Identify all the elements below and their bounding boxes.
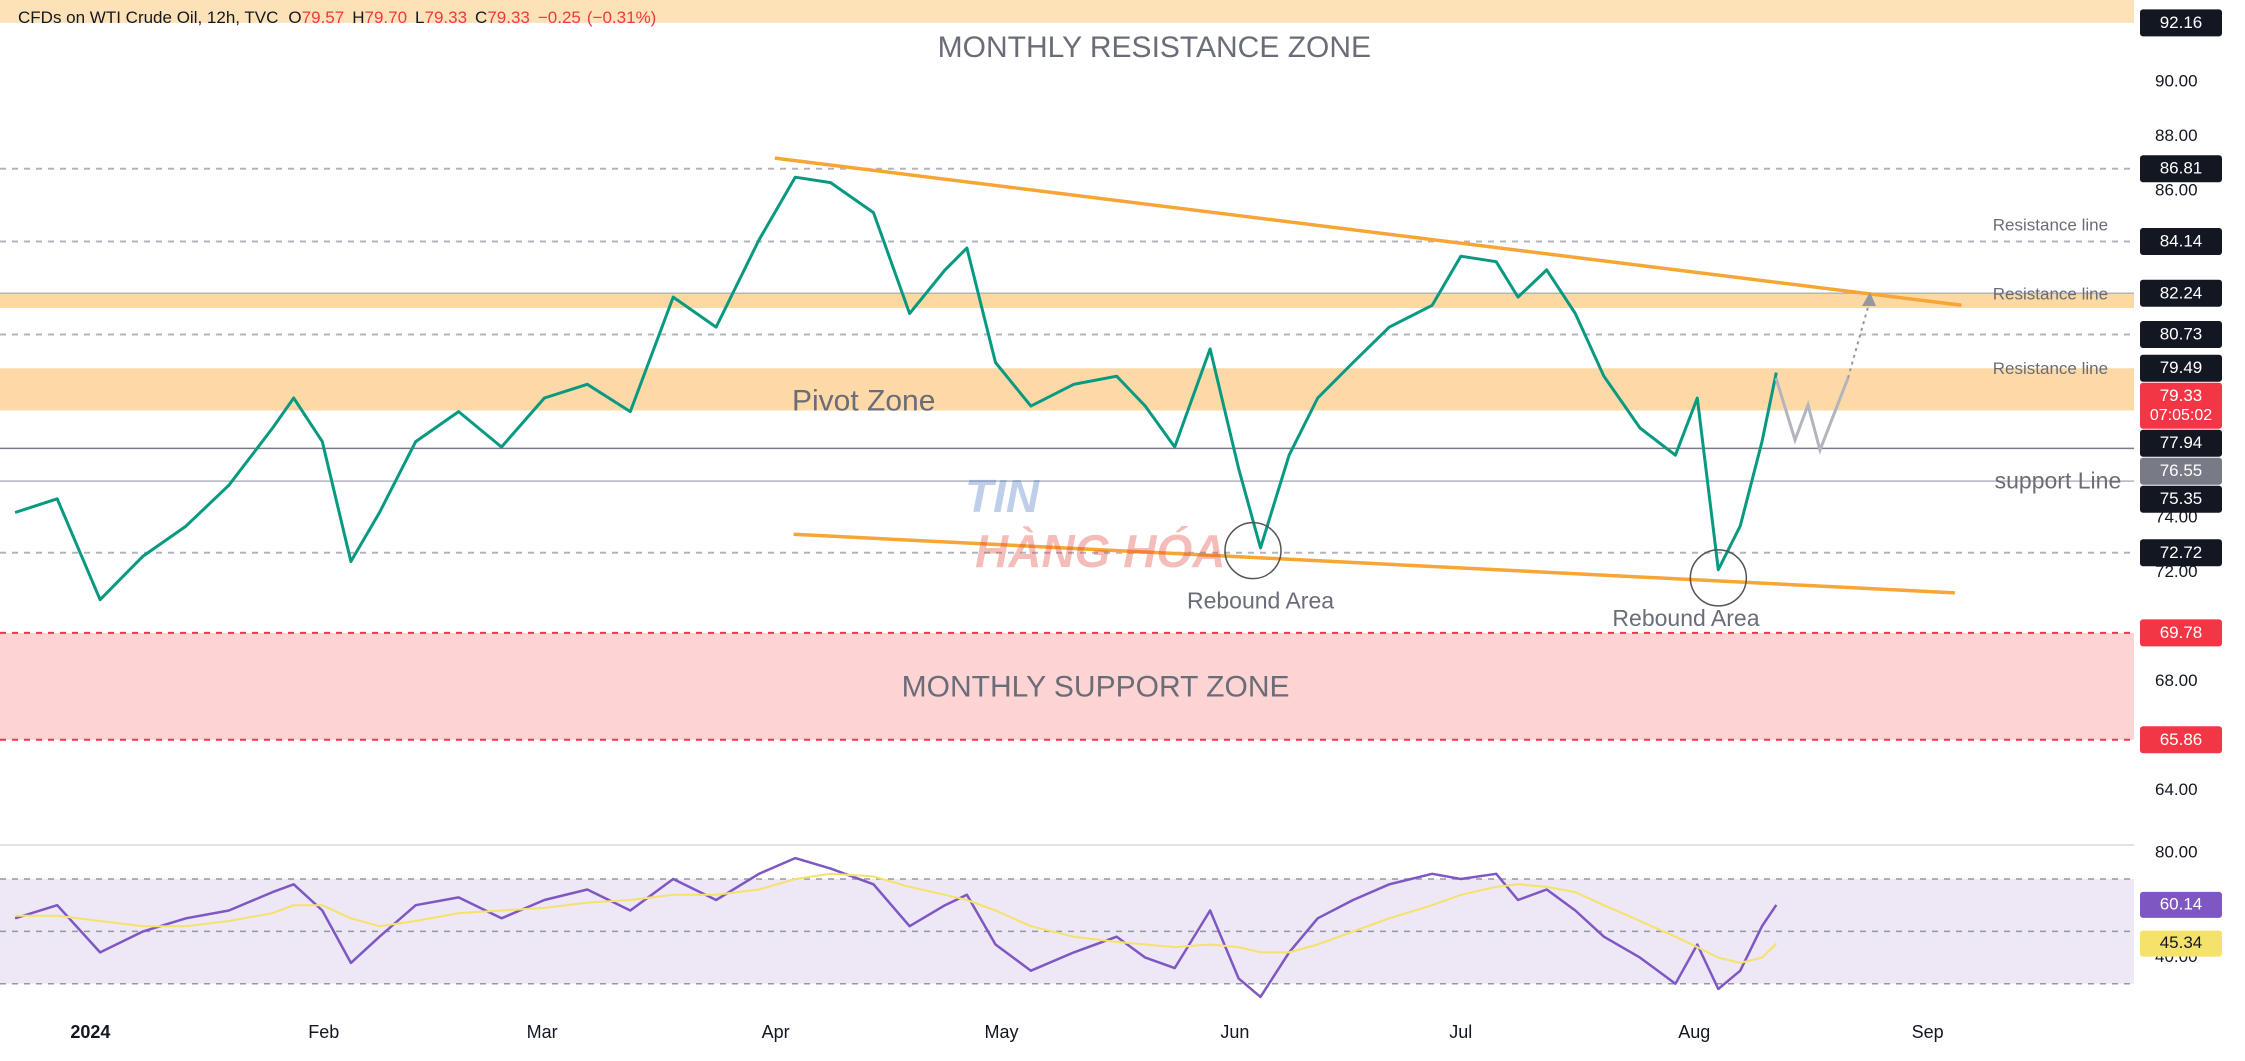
- zone: [0, 293, 2134, 309]
- rsi-value-box: [2140, 891, 2222, 918]
- x-tick-label: Feb: [308, 1022, 339, 1042]
- zone: [0, 0, 2134, 23]
- price-label: 77.94: [2160, 433, 2203, 452]
- rsi-tick-label: 80.00: [2155, 842, 2198, 861]
- rebound-circle: [1689, 549, 1748, 607]
- price-label: 84.14: [2160, 231, 2203, 250]
- back-layer: [0, 0, 2134, 985]
- annotation: MONTHLY RESISTANCE ZONE: [938, 31, 1371, 64]
- annotation: Resistance line: [1993, 216, 2108, 235]
- x-tick-label: Jun: [1220, 1022, 1249, 1042]
- price-label: 82.24: [2160, 283, 2203, 302]
- price-label: 72.72: [2160, 543, 2203, 562]
- ohlc-prefix: H: [352, 8, 364, 27]
- ohlc-value: 79.57: [302, 8, 345, 27]
- x-tick-label: Jul: [1449, 1022, 1472, 1042]
- rebound-circle: [1224, 521, 1282, 580]
- price-label-box: [2140, 279, 2222, 307]
- price-label-box: [2140, 726, 2222, 754]
- header: CFDs on WTI Crude Oil, 12h, TVC O79.57 H79…: [18, 8, 656, 27]
- annotation: MONTHLY SUPPORT ZONE: [902, 671, 1290, 704]
- trendline: [774, 156, 1962, 308]
- x-tick-label: May: [984, 1022, 1018, 1042]
- trendline: [793, 532, 1955, 595]
- x-tick-label: Aug: [1678, 1022, 1710, 1042]
- annotation: Rebound Area: [1187, 587, 1334, 613]
- y-tick-label: 68.00: [2155, 671, 2198, 690]
- rsi-value-box: [2140, 930, 2222, 957]
- projection: [1774, 292, 1876, 455]
- projection-path: [1774, 377, 1850, 455]
- price-label: 79.49: [2160, 358, 2203, 377]
- rsi-value-label: 60.14: [2160, 894, 2203, 913]
- annotation: Rebound Area: [1612, 605, 1759, 631]
- price-label-box: [2140, 619, 2222, 647]
- price-label-box: [2140, 9, 2222, 37]
- price-label: 79.33: [2160, 386, 2203, 405]
- rsi-value-label: 45.34: [2160, 933, 2203, 952]
- symbol: CFDs on WTI Crude Oil, 12h, TVC: [18, 8, 278, 27]
- axis-layer: 64.0068.0072.0074.0086.0088.0090.0080.00…: [70, 9, 2222, 1042]
- change-pct: (−0.31%): [587, 8, 656, 27]
- y-tick-label: 72.00: [2155, 562, 2198, 581]
- y-tick-label: 90.00: [2155, 71, 2198, 90]
- ohlc-value: 79.70: [364, 8, 407, 27]
- x-tick-label: 2024: [70, 1022, 110, 1042]
- annotation: Pivot Zone: [792, 384, 935, 417]
- rsi-line: [14, 856, 1778, 999]
- y-tick-label: 88.00: [2155, 126, 2198, 145]
- front-layer: MONTHLY RESISTANCE ZONE Pivot Zone MONTHLY…: [18, 8, 2121, 703]
- annotation: Resistance line: [1993, 285, 2108, 304]
- price-label-box: [2140, 429, 2222, 457]
- watermark: HÀNG HÓA: [975, 525, 1225, 577]
- annotation: support Line: [1995, 468, 2122, 494]
- price-label-box: [2140, 485, 2222, 513]
- price-label: 65.86: [2160, 730, 2203, 749]
- price-label: 92.16: [2160, 13, 2203, 32]
- price-label-box: [2140, 354, 2222, 382]
- price-label-box: [2140, 382, 2222, 429]
- x-tick-label: Mar: [527, 1022, 558, 1042]
- price-label: 86.81: [2160, 159, 2203, 178]
- x-tick-label: Apr: [762, 1022, 790, 1042]
- watermark: TIN: [965, 470, 1040, 522]
- price-line: [14, 175, 1778, 602]
- x-tick-label: Sep: [1912, 1022, 1944, 1042]
- ohlc-value: 79.33: [425, 8, 468, 27]
- zone: [0, 632, 2134, 740]
- price-label: 69.78: [2160, 623, 2203, 642]
- y-tick-label: 64.00: [2155, 780, 2198, 799]
- change: −0.25: [538, 8, 581, 27]
- ohlc-prefix: C: [475, 8, 487, 27]
- rsi-ma-line: [15, 872, 1777, 964]
- price-label-box: [2140, 320, 2222, 348]
- price-label-box: [2140, 155, 2222, 183]
- price-label: 75.35: [2160, 489, 2203, 508]
- countdown: 07:05:02: [2150, 407, 2212, 424]
- arrow-head: [1862, 292, 1876, 306]
- price-label-box: [2140, 539, 2222, 567]
- ohlc-prefix: O: [288, 8, 301, 27]
- price-label-box: [2140, 228, 2222, 256]
- mid-layer: [14, 156, 1962, 999]
- ohlc-prefix: L: [415, 8, 424, 27]
- annotation: Resistance line: [1993, 359, 2108, 378]
- y-tick-label: 86.00: [2155, 180, 2198, 199]
- price-label: 76.55: [2160, 461, 2203, 480]
- price-label: 80.73: [2160, 324, 2203, 343]
- price-label-box: [2140, 457, 2222, 485]
- ohlc-value: 79.33: [487, 8, 530, 27]
